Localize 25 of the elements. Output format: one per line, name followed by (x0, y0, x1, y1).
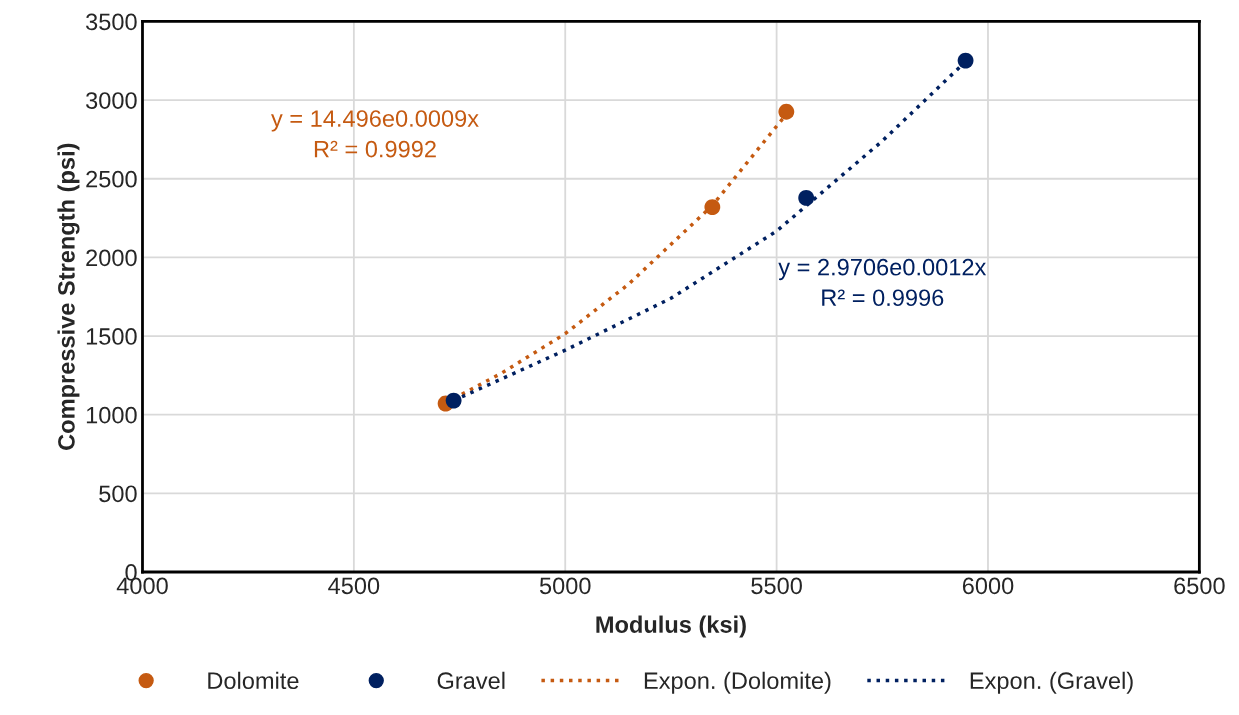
annotation: y = 2.9706e0.0012x R² = 0.9996 (778, 258, 987, 307)
x-tick-label: 4500 (328, 577, 380, 595)
x-axis-title: Modulus (ksi) (596, 615, 746, 638)
legend-label: Gravel (437, 671, 505, 690)
y-tick-label: 1500 (86, 328, 137, 345)
x-tick-label: 5500 (751, 577, 802, 595)
y-tick-label: 500 (99, 485, 137, 503)
legend-label: Expon. (Gravel) (970, 671, 1133, 694)
annotation: y = 14.496e0.0009x R² = 0.9992 (271, 110, 479, 158)
y-tick-label: 2500 (86, 170, 137, 188)
x-tick-label: 5000 (539, 577, 591, 595)
point (445, 392, 462, 409)
point (957, 52, 974, 69)
point (798, 190, 815, 206)
y-tick-label: 1000 (86, 406, 137, 424)
legend-label: Dolomite (208, 671, 299, 690)
point (704, 199, 721, 215)
y-tick-label: 2000 (86, 249, 137, 267)
x-tick-label: 6000 (962, 577, 1014, 595)
y-axis-title: Compressive Strength (psi) (57, 143, 80, 450)
legend-label: Expon. (Dolomite) (644, 671, 831, 694)
y-tick-label: 3000 (86, 92, 137, 109)
point (778, 103, 795, 120)
y-tick-label: 3500 (86, 13, 137, 31)
x-tick-label: 6500 (1174, 577, 1225, 595)
